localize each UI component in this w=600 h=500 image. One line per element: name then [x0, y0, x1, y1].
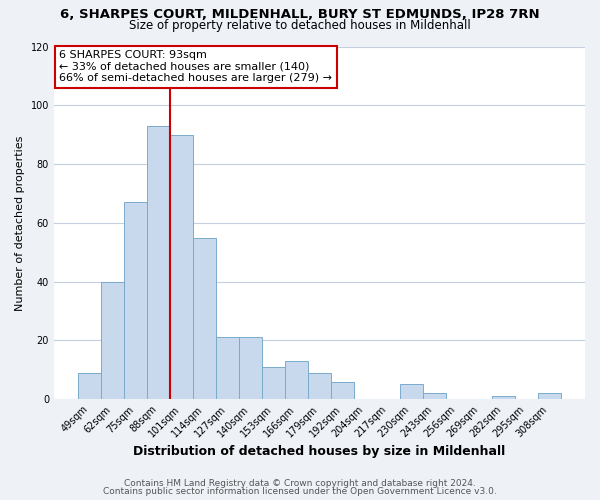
Text: Size of property relative to detached houses in Mildenhall: Size of property relative to detached ho… [129, 18, 471, 32]
Bar [78, 372, 101, 399]
Text: Contains public sector information licensed under the Open Government Licence v3: Contains public sector information licen… [103, 487, 497, 496]
Text: Contains HM Land Registry data © Crown copyright and database right 2024.: Contains HM Land Registry data © Crown c… [124, 478, 476, 488]
Y-axis label: Number of detached properties: Number of detached properties [15, 135, 25, 310]
Bar [124, 202, 147, 399]
Bar [239, 338, 262, 399]
Bar [216, 338, 239, 399]
Bar [400, 384, 423, 399]
Bar [308, 372, 331, 399]
Bar [170, 134, 193, 399]
Bar [423, 394, 446, 399]
Bar [262, 367, 285, 399]
Bar [193, 238, 216, 399]
X-axis label: Distribution of detached houses by size in Mildenhall: Distribution of detached houses by size … [133, 444, 506, 458]
Bar [285, 361, 308, 399]
Bar [538, 394, 561, 399]
Bar [492, 396, 515, 399]
Bar [101, 282, 124, 399]
Text: 6, SHARPES COURT, MILDENHALL, BURY ST EDMUNDS, IP28 7RN: 6, SHARPES COURT, MILDENHALL, BURY ST ED… [60, 8, 540, 20]
Text: 6 SHARPES COURT: 93sqm
← 33% of detached houses are smaller (140)
66% of semi-de: 6 SHARPES COURT: 93sqm ← 33% of detached… [59, 50, 332, 83]
Bar [331, 382, 354, 399]
Bar [147, 126, 170, 399]
